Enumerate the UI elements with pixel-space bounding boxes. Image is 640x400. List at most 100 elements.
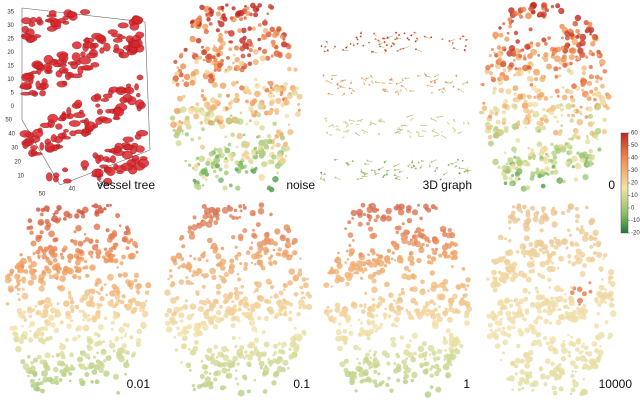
voxel bbox=[199, 373, 205, 379]
node bbox=[447, 123, 450, 125]
vessel bbox=[124, 86, 135, 95]
voxel bbox=[7, 277, 12, 283]
voxel bbox=[561, 104, 565, 108]
voxel bbox=[588, 64, 593, 70]
voxel bbox=[234, 57, 240, 63]
voxel bbox=[528, 242, 534, 247]
voxel bbox=[228, 152, 234, 159]
voxel bbox=[400, 287, 405, 291]
vessel bbox=[80, 65, 92, 71]
voxel bbox=[542, 336, 548, 341]
voxel bbox=[511, 361, 515, 365]
voxel bbox=[117, 347, 124, 354]
voxel bbox=[528, 6, 534, 12]
voxel bbox=[568, 296, 575, 303]
node bbox=[323, 173, 326, 176]
voxel bbox=[560, 388, 564, 392]
voxel bbox=[511, 174, 515, 177]
voxel bbox=[455, 309, 459, 313]
node bbox=[352, 89, 355, 92]
voxel bbox=[517, 388, 521, 392]
voxel bbox=[266, 133, 272, 139]
voxel bbox=[105, 228, 110, 233]
voxel bbox=[268, 256, 272, 261]
voxel bbox=[495, 282, 501, 288]
voxel bbox=[91, 316, 98, 323]
node bbox=[395, 83, 398, 85]
voxel bbox=[449, 251, 455, 256]
voxel bbox=[372, 262, 375, 266]
voxel bbox=[372, 379, 378, 385]
voxel bbox=[361, 309, 366, 314]
node bbox=[360, 32, 362, 35]
voxel bbox=[206, 297, 209, 301]
voxel bbox=[299, 285, 304, 290]
node bbox=[365, 77, 368, 80]
node bbox=[397, 126, 400, 129]
voxel bbox=[264, 110, 269, 116]
node bbox=[429, 165, 431, 168]
voxel bbox=[522, 246, 526, 250]
voxel bbox=[408, 252, 412, 256]
voxel bbox=[201, 127, 205, 132]
vessel bbox=[29, 17, 37, 23]
voxel bbox=[500, 317, 503, 321]
voxel bbox=[543, 318, 549, 325]
node bbox=[395, 37, 398, 40]
voxel bbox=[272, 121, 277, 127]
voxel bbox=[525, 161, 531, 167]
voxel bbox=[558, 144, 562, 148]
voxel bbox=[367, 378, 373, 383]
voxel bbox=[90, 255, 94, 259]
voxel bbox=[267, 4, 273, 9]
voxel bbox=[164, 289, 171, 296]
voxel bbox=[506, 50, 513, 57]
voxel bbox=[419, 311, 425, 317]
voxel bbox=[245, 250, 251, 255]
node bbox=[430, 91, 433, 94]
voxel bbox=[74, 304, 80, 310]
voxel bbox=[185, 264, 191, 271]
voxel bbox=[247, 106, 254, 112]
voxel bbox=[88, 295, 94, 301]
voxel bbox=[527, 53, 533, 59]
node bbox=[457, 88, 460, 91]
voxel bbox=[557, 131, 562, 136]
edge bbox=[427, 85, 434, 87]
voxel bbox=[251, 44, 254, 48]
voxel bbox=[264, 248, 270, 254]
voxel bbox=[117, 273, 123, 278]
voxel bbox=[582, 83, 586, 87]
voxel bbox=[562, 86, 565, 89]
voxel bbox=[386, 361, 391, 366]
voxel bbox=[303, 282, 309, 289]
voxel bbox=[511, 64, 515, 67]
voxel bbox=[599, 76, 603, 81]
voxel bbox=[249, 209, 256, 217]
voxel bbox=[385, 383, 390, 387]
colorbar-label: 50 bbox=[631, 143, 638, 149]
voxel bbox=[94, 379, 100, 385]
voxel bbox=[210, 104, 217, 111]
edge bbox=[395, 37, 402, 40]
voxel bbox=[254, 110, 258, 114]
voxel bbox=[561, 94, 568, 101]
voxel bbox=[274, 228, 281, 235]
voxel bbox=[282, 359, 289, 366]
voxel bbox=[374, 329, 378, 333]
voxel bbox=[601, 129, 608, 135]
vessel bbox=[138, 102, 146, 109]
voxel bbox=[435, 284, 440, 289]
voxel bbox=[195, 37, 202, 44]
voxel bbox=[558, 66, 561, 70]
voxel bbox=[383, 264, 388, 268]
voxel bbox=[589, 32, 592, 36]
node bbox=[366, 159, 369, 162]
voxel bbox=[424, 368, 429, 373]
voxel bbox=[260, 34, 267, 41]
voxel bbox=[458, 299, 466, 307]
voxel bbox=[284, 145, 291, 152]
voxel bbox=[351, 263, 355, 267]
voxel bbox=[391, 251, 395, 255]
voxel bbox=[567, 354, 572, 358]
